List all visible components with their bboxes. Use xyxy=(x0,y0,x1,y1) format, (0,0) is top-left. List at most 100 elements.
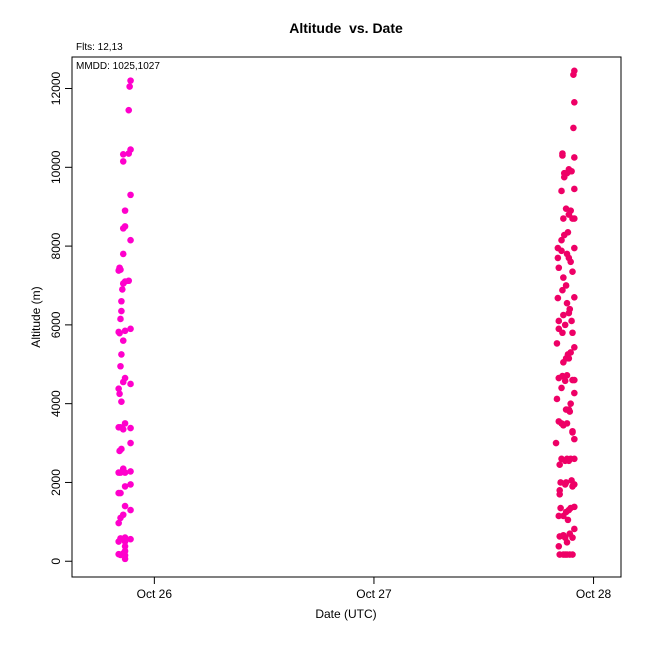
y-tick-label: 8000 xyxy=(49,232,63,259)
data-point-series-1 xyxy=(127,424,134,432)
data-point-series-2 xyxy=(571,525,578,533)
data-point-series-2 xyxy=(571,185,578,193)
mmdd-annotation: MMDD: 1025,1027 xyxy=(76,61,160,72)
data-point-series-1 xyxy=(127,506,134,514)
plot-frame xyxy=(71,56,622,578)
data-point-series-2 xyxy=(570,124,577,132)
data-point-series-2 xyxy=(567,349,574,356)
data-point-series-2 xyxy=(566,408,574,415)
x-tick-label: Oct 27 xyxy=(356,587,392,601)
data-point-series-2 xyxy=(571,294,578,301)
data-point-series-2 xyxy=(553,395,561,403)
data-point-series-1 xyxy=(121,483,129,490)
data-point-series-1 xyxy=(125,106,133,114)
data-point-series-1 xyxy=(121,555,129,563)
data-point-series-2 xyxy=(571,154,578,161)
data-point-series-2 xyxy=(571,455,578,463)
data-point-series-2 xyxy=(560,274,567,281)
data-point-series-2 xyxy=(571,435,578,443)
data-point-series-2 xyxy=(559,329,566,337)
data-point-series-2 xyxy=(571,99,578,106)
data-point-series-1 xyxy=(118,445,125,453)
data-point-series-2 xyxy=(561,377,569,385)
x-axis-label: Date (UTC) xyxy=(315,607,376,621)
data-point-series-1 xyxy=(118,307,125,315)
data-point-series-2 xyxy=(556,461,563,469)
data-point-series-2 xyxy=(555,512,563,520)
data-point-series-2 xyxy=(561,321,569,329)
data-point-series-1 xyxy=(119,250,127,258)
data-point-series-1 xyxy=(127,439,134,447)
data-point-series-2 xyxy=(560,311,567,319)
data-point-series-2 xyxy=(569,551,576,558)
data-point-series-1 xyxy=(117,489,124,497)
x-axis: Oct 26 Oct 27 Oct 28 xyxy=(137,576,612,601)
data-point-series-1 xyxy=(119,225,127,232)
data-point-series-1 xyxy=(118,398,125,405)
data-point-series-2 xyxy=(559,152,566,159)
data-point-series-2 xyxy=(571,389,578,397)
data-point-series-2 xyxy=(569,534,576,541)
data-point-series-2 xyxy=(554,254,562,262)
data-point-series-2 xyxy=(571,244,578,252)
data-point-series-1 xyxy=(127,146,134,153)
data-point-series-2 xyxy=(564,229,572,236)
data-point-series-1 xyxy=(125,277,133,285)
data-point-series-1 xyxy=(117,266,124,274)
data-point-series-1 xyxy=(127,77,134,84)
data-point-series-2 xyxy=(571,376,578,384)
y-tick-label: 0 xyxy=(49,558,63,565)
data-point-series-2 xyxy=(571,344,578,351)
y-tick-label: 2000 xyxy=(49,469,63,496)
data-point-series-1 xyxy=(127,325,134,333)
data-point-series-1 xyxy=(119,158,127,165)
y-tick-label: 4000 xyxy=(49,390,63,417)
data-point-series-2 xyxy=(571,481,578,488)
y-tick-label: 6000 xyxy=(49,311,63,338)
data-point-series-2 xyxy=(571,215,578,222)
data-point-series-1 xyxy=(116,329,123,337)
data-point-series-2 xyxy=(571,67,578,75)
y-axis-label: Altitude (m) xyxy=(29,286,43,347)
chart-title: Altitude vs. Date xyxy=(289,20,403,36)
data-point-series-2 xyxy=(562,282,570,289)
data-point-series-2 xyxy=(555,542,563,550)
data-point-series-1 xyxy=(121,538,129,545)
data-point-series-1 xyxy=(127,191,134,199)
data-point-series-1 xyxy=(127,236,134,244)
data-point-series-1 xyxy=(119,151,127,158)
data-point-series-1 xyxy=(121,374,129,382)
data-point-series-1 xyxy=(127,535,134,543)
data-point-series-2 xyxy=(567,258,574,266)
y-axis: 0 2000 4000 6000 8000 10000 12000 xyxy=(49,72,73,565)
flights-annotation: Flts: 12,13 xyxy=(76,42,123,53)
data-point-series-2 xyxy=(567,400,574,407)
data-point-series-1 xyxy=(121,469,129,476)
data-point-series-2 xyxy=(558,236,565,244)
data-point-series-2 xyxy=(568,167,575,175)
data-point-series-1 xyxy=(117,315,124,323)
y-tick-label: 10000 xyxy=(49,150,63,184)
data-point-series-2 xyxy=(569,429,576,436)
x-tick-label: Oct 28 xyxy=(576,587,612,601)
data-point-series-2 xyxy=(558,384,565,392)
data-point-series-1 xyxy=(121,420,129,427)
data-point-series-2 xyxy=(552,439,560,447)
y-tick-label: 12000 xyxy=(49,72,63,106)
data-point-series-2 xyxy=(563,420,571,427)
data-point-series-1 xyxy=(119,337,127,344)
data-point-series-2 xyxy=(555,264,563,272)
data-point-series-2 xyxy=(566,305,574,313)
data-point-series-2 xyxy=(571,503,578,511)
data-point-series-2 xyxy=(556,490,563,498)
data-point-series-1 xyxy=(119,511,127,519)
data-point-series-1 xyxy=(121,207,129,214)
data-point-series-2 xyxy=(569,268,576,275)
data-point-series-1 xyxy=(121,327,129,335)
data-point-series-1 xyxy=(119,286,126,293)
data-point-series-2 xyxy=(565,355,573,362)
x-tick-label: Oct 26 xyxy=(137,587,173,601)
data-point-series-1 xyxy=(115,385,122,392)
data-point-series-2 xyxy=(563,299,571,307)
